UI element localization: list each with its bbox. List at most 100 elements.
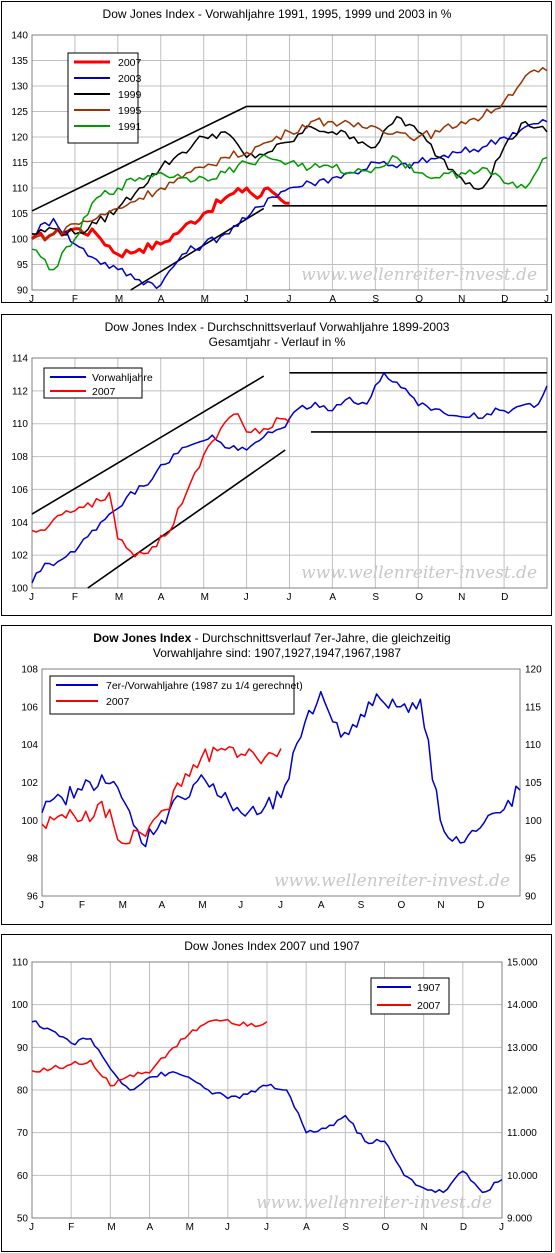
x-tick-label: N — [437, 900, 444, 911]
y-tick-label: 135 — [11, 56, 28, 67]
x-tick-label: A — [158, 294, 165, 304]
x-tick-label: M — [201, 592, 209, 603]
y-tick-label: 115 — [12, 158, 28, 169]
series-line-2003 — [31, 118, 548, 290]
x-tick-label: J — [287, 294, 292, 304]
x-tick-label: D — [501, 592, 508, 603]
y2-tick-label: 10.000 — [507, 1171, 538, 1182]
x-tick-label: J — [29, 1222, 34, 1233]
x-tick-label: O — [415, 592, 423, 603]
chart-title: Dow Jones Index - Durchschnittsverlauf V… — [105, 320, 450, 334]
legend-label: 2003 — [118, 73, 142, 85]
y-tick-label: 125 — [11, 107, 28, 118]
x-tick-label: J — [499, 1222, 504, 1233]
x-tick-label: A — [159, 900, 166, 911]
x-tick-label: J — [238, 900, 243, 911]
x-tick-label: M — [107, 1222, 115, 1233]
x-tick-label: J — [544, 294, 549, 304]
x-tick-label: F — [79, 900, 85, 911]
x-tick-label: A — [303, 1222, 310, 1233]
y2-tick-label: 15.000 — [507, 958, 538, 969]
y-tick-label: 140 — [11, 31, 28, 42]
x-tick-label: D — [501, 294, 508, 304]
series-line-vorwahljahre — [31, 372, 548, 584]
watermark-text: www.wellenreiter-invest.de — [301, 265, 537, 285]
y-tick-label: 106 — [11, 485, 28, 496]
x-tick-label: A — [158, 592, 165, 603]
series-line-2007 — [41, 746, 282, 845]
y-tick-label: 130 — [11, 82, 28, 93]
y2-tick-label: 110 — [525, 740, 541, 751]
series-line-2007 — [31, 1018, 268, 1087]
series-line-7er-vorwahljahre-1987-zu-1-4-gerechnet- — [41, 690, 521, 848]
trend-line — [87, 449, 286, 589]
watermark-text: www.wellenreiter-invest.de — [256, 1193, 492, 1213]
x-tick-label: J — [29, 592, 34, 603]
y-tick-label: 95 — [17, 260, 29, 271]
x-tick-label: N — [458, 294, 465, 304]
y-tick-label: 110 — [12, 419, 28, 430]
x-tick-label: S — [342, 1222, 349, 1233]
y2-tick-label: 13.000 — [507, 1043, 538, 1054]
y-tick-label: 110 — [12, 184, 28, 195]
x-tick-label: S — [372, 592, 379, 603]
plot-area — [31, 34, 548, 291]
y-tick-label: 100 — [21, 816, 38, 827]
x-tick-label: S — [358, 900, 365, 911]
y-tick-label: 70 — [17, 1128, 29, 1139]
x-tick-label: M — [201, 294, 209, 304]
x-tick-label: N — [421, 1222, 428, 1233]
x-tick-label: J — [225, 1222, 230, 1233]
x-tick-label: S — [372, 294, 379, 304]
trend-line — [31, 375, 265, 515]
y-tick-label: 60 — [17, 1171, 29, 1182]
legend-box — [370, 977, 450, 1015]
chart-title: Dow Jones Index - Vorwahljahre 1991, 199… — [103, 7, 452, 21]
series-line-1995 — [31, 67, 548, 241]
y-tick-label: 108 — [11, 452, 28, 463]
chart-panel-1: Dow Jones Index - Vorwahljahre 1991, 199… — [1, 1, 552, 304]
y-tick-label: 104 — [11, 518, 28, 529]
series-line-1907 — [31, 1020, 503, 1194]
plot-area — [31, 357, 548, 589]
watermark-text: www.wellenreiter-invest.de — [301, 563, 537, 583]
x-tick-label: J — [264, 1222, 269, 1233]
x-tick-label: J — [244, 294, 249, 304]
chart-panel-2: Dow Jones Index - Durchschnittsverlauf V… — [1, 314, 552, 616]
y-tick-label: 102 — [11, 551, 28, 562]
y-tick-label: 80 — [17, 1086, 29, 1097]
chart-title-rest: - Durchschnittsverlauf 7er-Jahre, die gl… — [191, 631, 450, 645]
chart-1-svg: Dow Jones Index - Vorwahljahre 1991, 199… — [11, 7, 549, 304]
chart-2-svg: Dow Jones Index - Durchschnittsverlauf V… — [11, 320, 548, 603]
chart-title: Dow Jones Index 2007 und 1907 — [184, 939, 360, 953]
x-tick-label: M — [186, 1222, 194, 1233]
x-tick-label: F — [72, 294, 78, 304]
legend-box — [49, 675, 295, 715]
x-tick-label: D — [460, 1222, 467, 1233]
y-tick-label: 98 — [27, 854, 39, 865]
legend-label: 2007 — [417, 1000, 441, 1012]
y-tick-label: 90 — [17, 1043, 29, 1054]
x-tick-label: M — [115, 294, 123, 304]
x-tick-label: A — [329, 592, 336, 603]
chart-subtitle: Vorwahljahre sind: 1907,1927,1947,1967,1… — [153, 646, 402, 660]
x-tick-label: J — [278, 900, 283, 911]
y-tick-label: 96 — [27, 892, 39, 903]
y-tick-label: 106 — [21, 702, 38, 713]
x-tick-label: A — [318, 900, 325, 911]
y-tick-label: 114 — [12, 354, 28, 365]
y2-tick-label: 100 — [525, 816, 542, 827]
y-tick-label: 100 — [11, 1000, 28, 1011]
y-tick-label: 104 — [21, 740, 38, 751]
trend-line — [31, 105, 247, 212]
series-line-2007 — [30, 186, 290, 259]
chart-3-svg: Dow Jones Index - Durchschnittsverlauf 7… — [21, 631, 542, 911]
series-line-1991 — [31, 154, 548, 271]
y2-tick-label: 9.000 — [507, 1214, 532, 1225]
legend-label: 1995 — [118, 105, 142, 117]
x-tick-label: O — [415, 294, 423, 304]
x-tick-label: M — [198, 900, 206, 911]
chart-title: Dow Jones Index - Durchschnittsverlauf 7… — [93, 631, 450, 645]
plot-area — [31, 961, 503, 1219]
x-tick-label: O — [398, 900, 406, 911]
